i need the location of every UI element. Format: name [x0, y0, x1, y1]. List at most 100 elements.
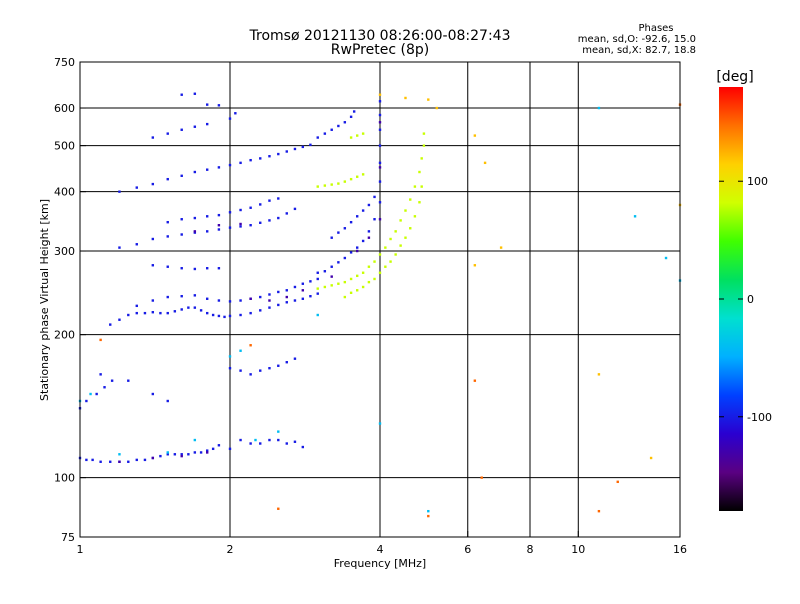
- data-point: [473, 134, 477, 137]
- data-point: [249, 224, 252, 227]
- data-point: [135, 243, 138, 246]
- data-point: [166, 453, 169, 456]
- data-point: [166, 295, 169, 299]
- data-point: [409, 227, 412, 230]
- data-point: [316, 313, 319, 317]
- phases-x-stats: mean, sd,X: 82.7, 18.8: [582, 45, 696, 56]
- data-point: [127, 460, 130, 463]
- data-point: [361, 173, 365, 176]
- data-point: [480, 476, 483, 479]
- data-point: [268, 155, 271, 158]
- data-point: [127, 313, 130, 317]
- data-point: [277, 290, 280, 294]
- data-point: [173, 310, 177, 313]
- data-point: [135, 458, 138, 462]
- data-point: [249, 158, 252, 162]
- data-point: [293, 147, 297, 151]
- data-point: [223, 315, 226, 319]
- data-point: [404, 236, 407, 239]
- data-point: [499, 246, 503, 249]
- x-axis-label: Frequency [MHz]: [334, 557, 426, 570]
- chart-subtitle: RwPretec (8p): [331, 42, 429, 58]
- data-point: [268, 219, 271, 222]
- data-point: [118, 460, 121, 463]
- data-point: [217, 104, 221, 107]
- data-point: [367, 230, 371, 233]
- data-point: [316, 271, 319, 274]
- data-point: [330, 265, 333, 268]
- data-point: [649, 456, 653, 460]
- y-tick-label: 200: [54, 329, 75, 342]
- data-point: [361, 285, 365, 289]
- data-point: [228, 163, 232, 167]
- data-point: [404, 96, 407, 100]
- data-point: [205, 230, 209, 233]
- data-point: [420, 157, 423, 160]
- y-tick-label: 300: [54, 245, 75, 258]
- data-point: [249, 297, 252, 300]
- data-point: [277, 152, 280, 156]
- data-point: [427, 514, 430, 518]
- data-point: [166, 451, 169, 454]
- data-point: [349, 277, 353, 281]
- data-point: [337, 124, 340, 128]
- data-point: [355, 215, 359, 218]
- data-point: [254, 438, 257, 442]
- data-point: [293, 207, 297, 211]
- data-point: [217, 228, 221, 231]
- data-point: [378, 161, 382, 165]
- data-point: [259, 442, 262, 445]
- data-point: [259, 203, 262, 206]
- data-point: [193, 125, 197, 128]
- data-point: [199, 451, 203, 454]
- data-point: [316, 292, 319, 295]
- data-point: [664, 256, 668, 260]
- data-point: [633, 215, 637, 218]
- data-point: [349, 251, 353, 254]
- data-point: [205, 311, 209, 315]
- data-point: [239, 313, 242, 317]
- data-point: [323, 184, 327, 187]
- data-point: [180, 453, 183, 456]
- y-axis-label: Stationary phase Virtual Height [km]: [38, 199, 51, 401]
- data-point: [95, 392, 98, 396]
- data-point: [205, 297, 209, 300]
- data-point: [239, 349, 242, 352]
- data-point: [378, 166, 382, 169]
- data-point: [355, 175, 359, 178]
- data-point: [259, 309, 262, 312]
- data-point: [127, 379, 130, 382]
- x-tick-label: 8: [527, 543, 534, 556]
- data-point: [394, 230, 397, 233]
- data-point: [330, 236, 333, 239]
- data-point: [373, 277, 376, 281]
- data-point: [378, 422, 382, 425]
- data-point: [193, 267, 197, 271]
- data-point: [228, 366, 232, 370]
- data-point: [367, 236, 371, 239]
- data-point: [343, 121, 347, 124]
- data-point: [217, 224, 221, 227]
- colorbar-tick-label: 100: [747, 175, 768, 188]
- data-point: [473, 379, 477, 382]
- data-point: [409, 198, 412, 201]
- data-point: [85, 458, 88, 462]
- data-point: [135, 304, 138, 308]
- data-point: [199, 309, 203, 312]
- data-point: [378, 128, 382, 131]
- data-point: [277, 303, 280, 307]
- data-point: [378, 271, 382, 274]
- data-point: [285, 212, 288, 215]
- data-point: [166, 265, 169, 268]
- data-point: [187, 306, 190, 309]
- data-point: [616, 480, 619, 484]
- data-point: [413, 215, 417, 218]
- data-point: [352, 110, 356, 113]
- data-point: [361, 239, 365, 243]
- data-point: [389, 260, 392, 263]
- data-point: [143, 311, 147, 315]
- data-point: [268, 293, 271, 296]
- x-tick-label: 16: [673, 543, 687, 556]
- data-point: [343, 256, 347, 260]
- data-point: [349, 220, 353, 224]
